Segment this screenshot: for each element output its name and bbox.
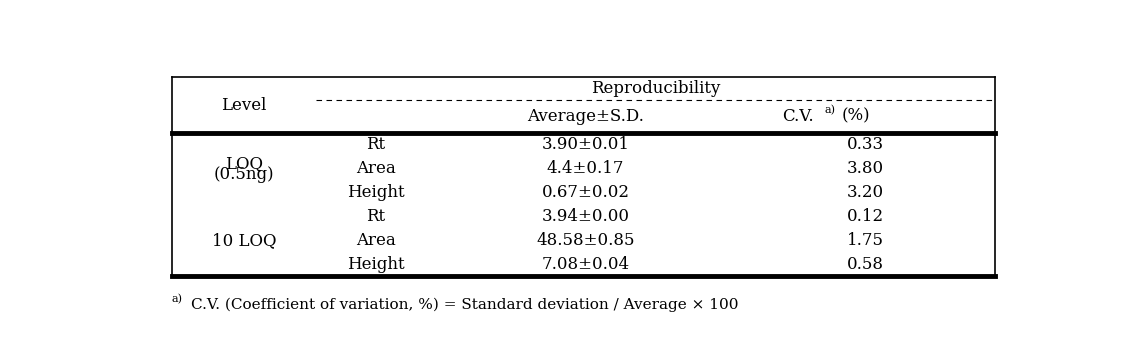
Text: (%): (%) [842, 108, 870, 125]
Text: 1.75: 1.75 [848, 232, 884, 249]
Text: Level: Level [221, 97, 267, 114]
Text: 48.58±0.85: 48.58±0.85 [537, 232, 635, 249]
Text: (0.5ng): (0.5ng) [214, 166, 275, 183]
Text: 3.94±0.00: 3.94±0.00 [541, 208, 629, 225]
Text: 3.90±0.01: 3.90±0.01 [541, 136, 629, 154]
Text: 0.12: 0.12 [846, 208, 884, 225]
Text: Area: Area [356, 161, 395, 177]
Text: 10 LOQ: 10 LOQ [211, 232, 276, 249]
Text: a): a) [172, 294, 183, 304]
Text: 4.4±0.17: 4.4±0.17 [547, 161, 624, 177]
Text: Height: Height [347, 256, 405, 273]
Text: 7.08±0.04: 7.08±0.04 [541, 256, 629, 273]
Text: 0.58: 0.58 [848, 256, 884, 273]
Text: C.V.: C.V. [782, 108, 814, 125]
Text: Area: Area [356, 232, 395, 249]
Text: C.V. (Coefficient of variation, %) = Standard deviation / Average × 100: C.V. (Coefficient of variation, %) = Sta… [191, 297, 739, 312]
Text: Height: Height [347, 184, 405, 201]
Text: Rt: Rt [366, 136, 385, 154]
Text: Reproducibility: Reproducibility [591, 80, 720, 97]
Text: LOQ: LOQ [225, 155, 263, 172]
Text: 3.20: 3.20 [846, 184, 884, 201]
Text: 3.80: 3.80 [846, 161, 884, 177]
Text: 0.67±0.02: 0.67±0.02 [541, 184, 629, 201]
Text: a): a) [825, 105, 835, 115]
Text: Rt: Rt [366, 208, 385, 225]
Text: 0.33: 0.33 [846, 136, 884, 154]
Text: Average±S.D.: Average±S.D. [527, 108, 644, 125]
